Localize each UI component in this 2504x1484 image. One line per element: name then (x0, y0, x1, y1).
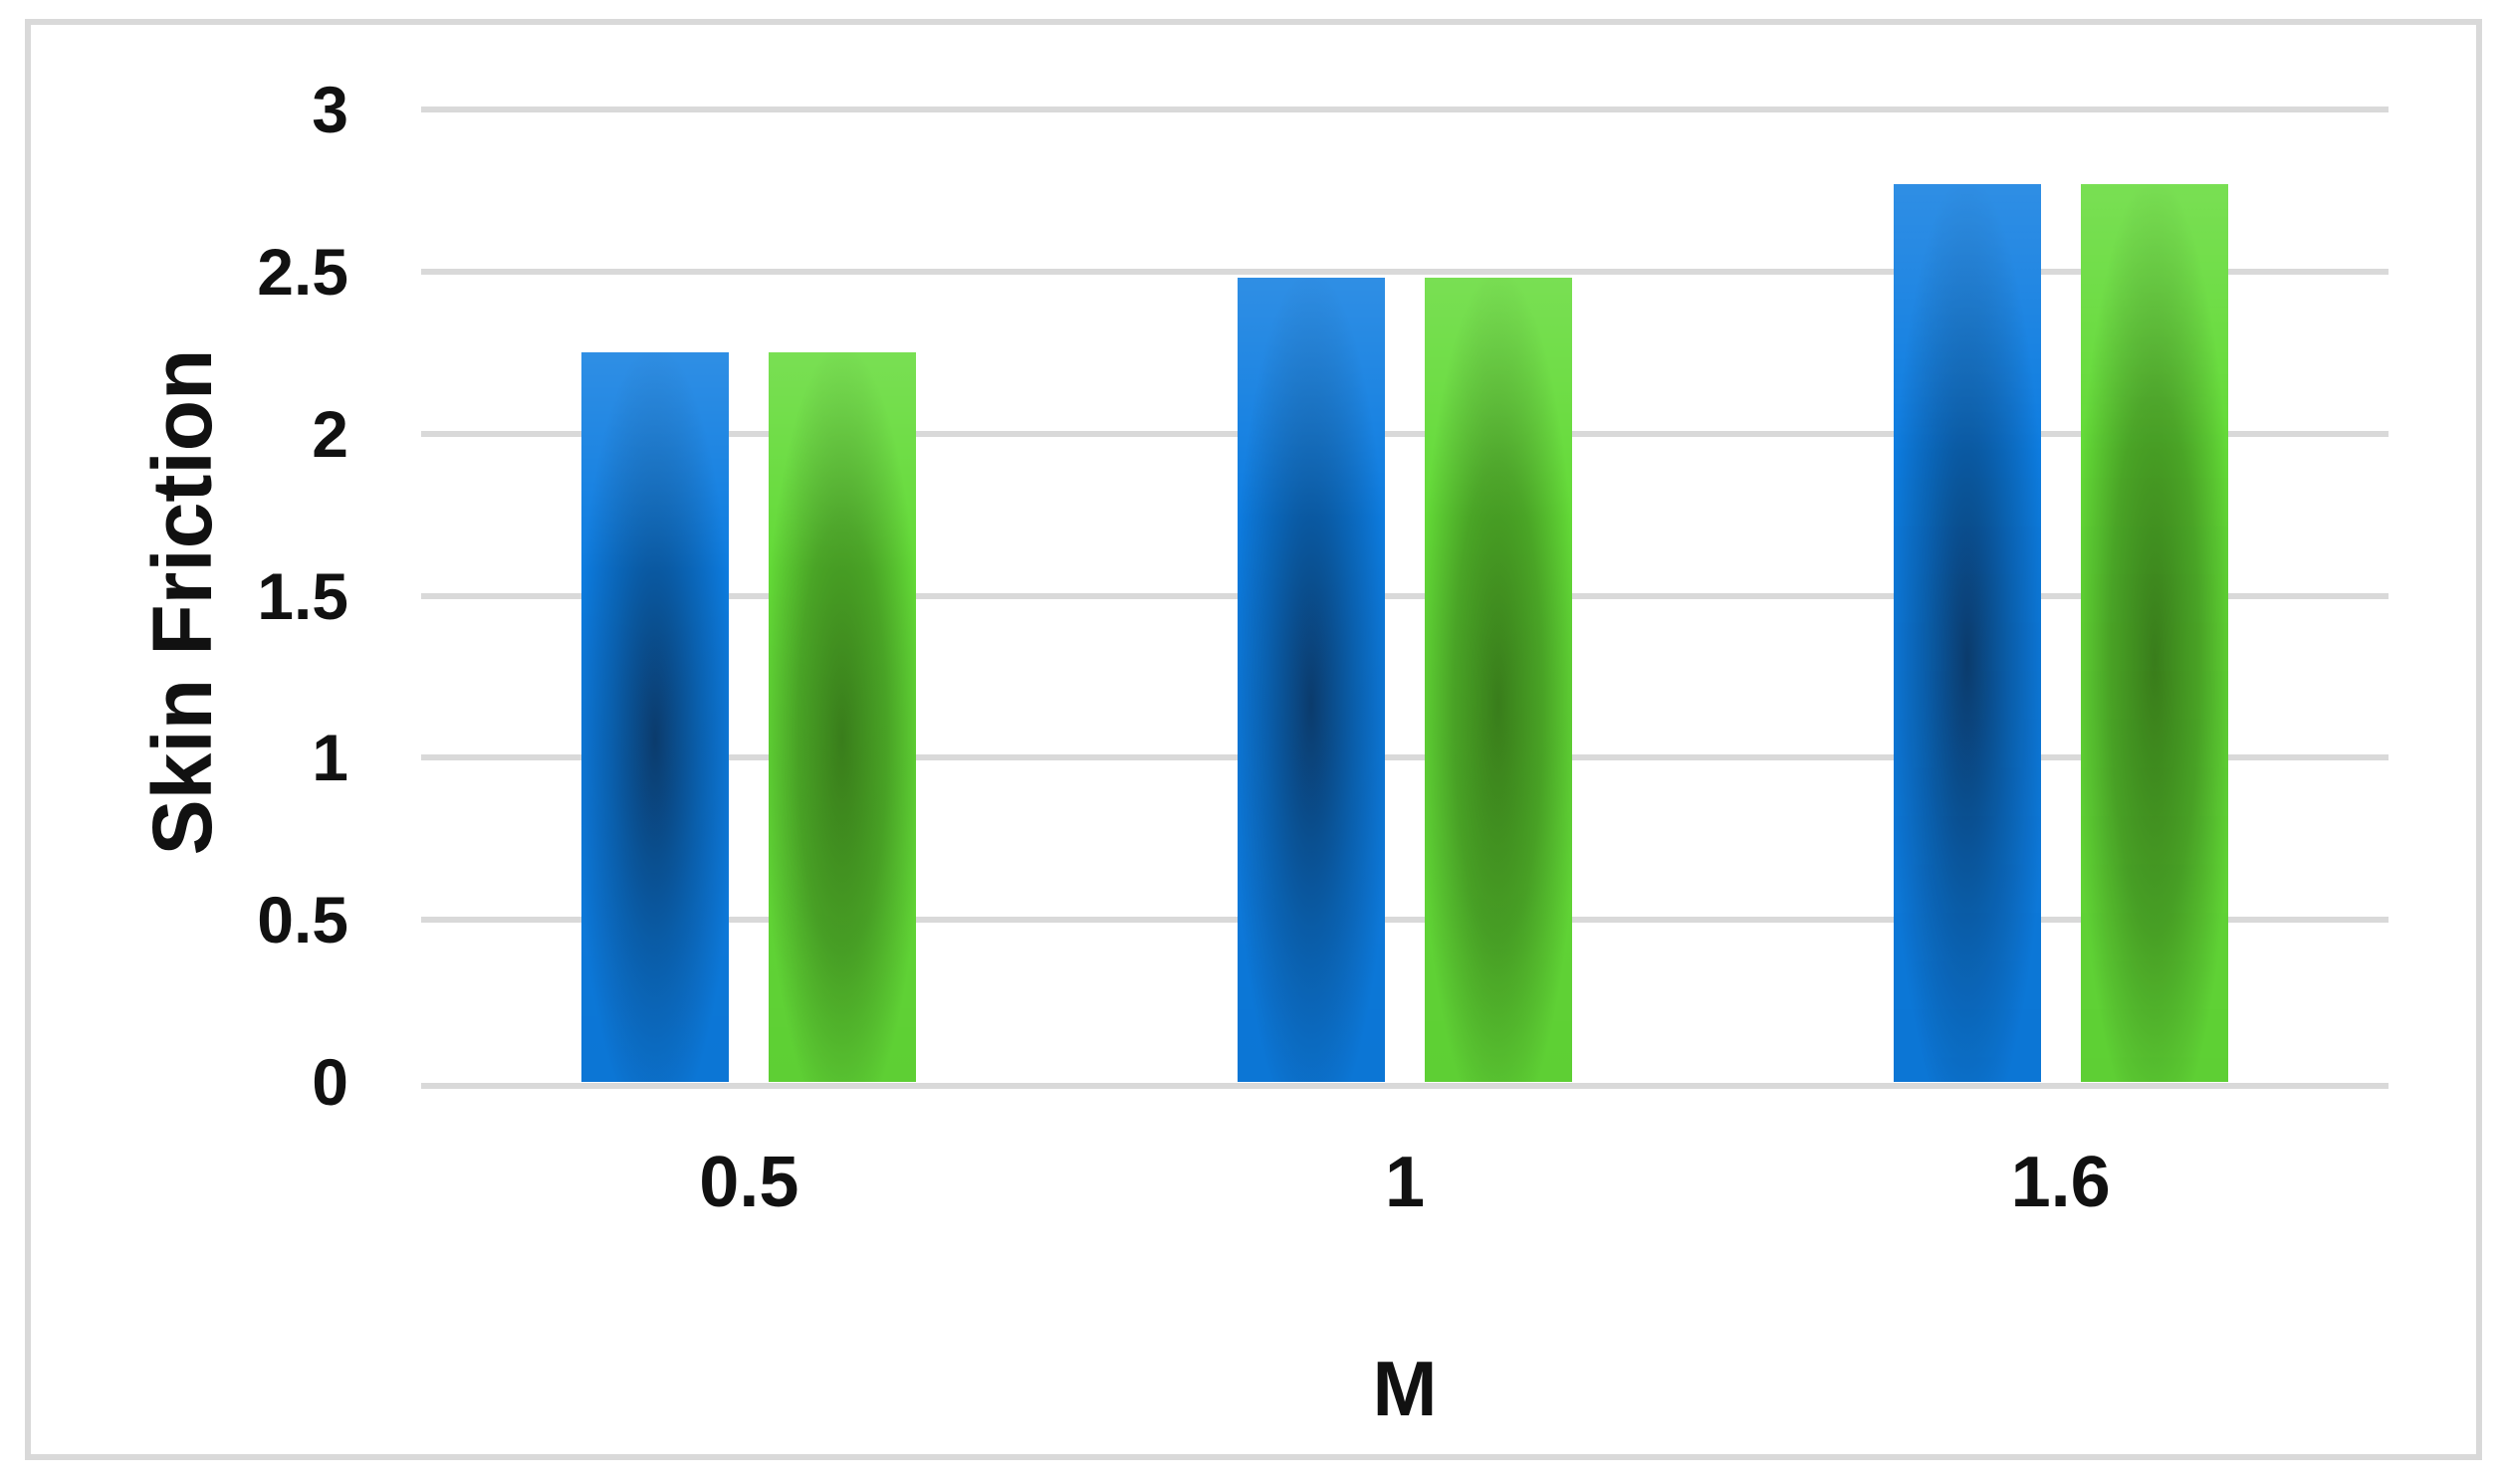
y-tick-label: 0.5 (257, 883, 348, 957)
x-tick-label: 1 (1384, 1143, 1426, 1222)
chart-border-frame (25, 19, 2482, 1460)
y-tick-label: 2.5 (257, 234, 348, 309)
y-gridline (421, 592, 2389, 599)
y-tick-label: 0 (312, 1045, 348, 1119)
bar-series-blue-cat-1 (1238, 278, 1385, 1082)
x-tick-label: 1.6 (2010, 1143, 2111, 1222)
x-axis-title: M (1372, 1345, 1438, 1432)
y-gridline (421, 430, 2389, 437)
bar-series-blue-cat-1.6 (1893, 183, 2041, 1082)
y-gridline (421, 917, 2389, 924)
y-tick-label: 2 (312, 396, 348, 471)
bar-series-blue-cat-0.5 (581, 352, 730, 1082)
y-tick-label: 1.5 (257, 558, 348, 633)
bar-series-green-cat-1.6 (2080, 183, 2228, 1082)
x-tick-label: 0.5 (699, 1143, 799, 1222)
bar-series-green-cat-0.5 (769, 352, 917, 1082)
y-gridline (421, 106, 2389, 112)
y-tick-label: 3 (312, 73, 348, 146)
y-gridline (421, 268, 2389, 275)
y-gridline (421, 1083, 2389, 1089)
bar-series-green-cat-1 (1425, 278, 1572, 1082)
y-gridline (421, 754, 2389, 761)
y-tick-label: 1 (312, 721, 348, 795)
